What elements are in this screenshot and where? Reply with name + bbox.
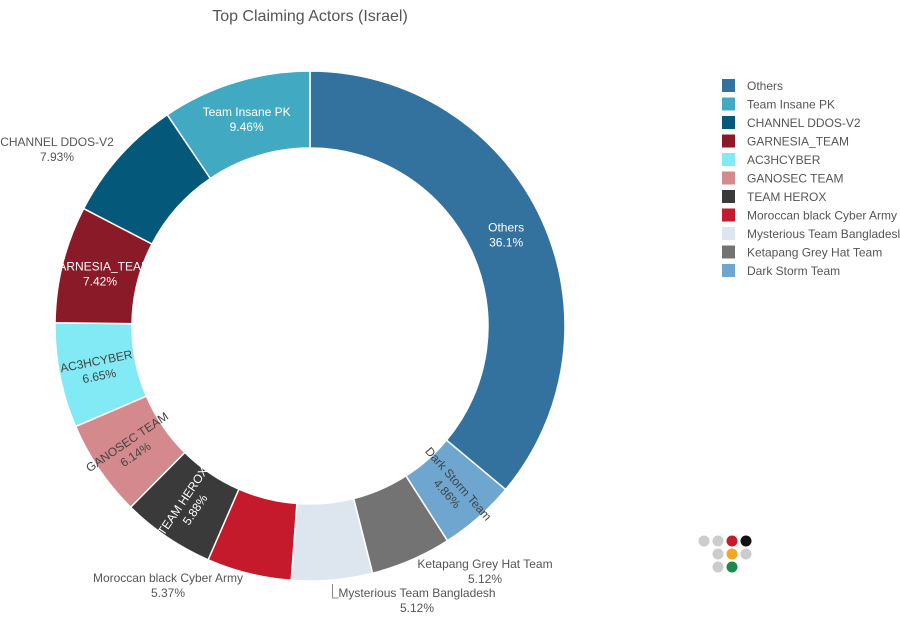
legend-swatch <box>722 190 735 203</box>
legend-label: Team Insane PK <box>747 98 835 112</box>
legend-item-mysterious-team-bangladesh[interactable]: Mysterious Team Bangladesl <box>722 227 900 241</box>
legend-swatch <box>722 116 735 129</box>
legend-swatch <box>722 208 735 222</box>
slice-label-moroccan-black-cyber-army: Moroccan black Cyber Army 5.37% <box>93 571 243 600</box>
legend-label: Ketapang Grey Hat Team <box>747 246 882 260</box>
legend-label: Mysterious Team Bangladesl <box>747 227 900 241</box>
legend-label: Dark Storm Team <box>747 264 840 278</box>
logo-dot <box>726 561 738 573</box>
logo-dot <box>712 561 724 573</box>
legend-swatch <box>722 79 735 92</box>
logo-dot <box>712 535 724 547</box>
slice-team-insane-pk[interactable] <box>166 70 311 180</box>
brand-logo-dots <box>698 535 752 573</box>
slice-label-others: Others 36.1% <box>488 220 524 249</box>
logo-dot <box>726 548 738 560</box>
slice-label-channel-ddos-v2: CHANNEL DDOS-V2 7.93% <box>0 135 114 164</box>
legend-item-team-herox[interactable]: TEAM HEROX <box>722 190 826 204</box>
logo-dot <box>740 548 752 560</box>
legend-label: Moroccan black Cyber Army <box>747 209 897 223</box>
slice-label-mysterious-team-bangladesh: Mysterious Team Bangladesh 5.12% <box>338 586 495 615</box>
legend-swatch <box>722 97 735 111</box>
slices-group <box>54 70 566 582</box>
legend-item-garnesia-team[interactable]: GARNESIA_TEAM <box>722 134 849 149</box>
legend-label: Others <box>747 79 783 93</box>
leader-line <box>331 584 339 599</box>
logo-dot <box>726 535 738 547</box>
legend-swatch <box>722 134 735 148</box>
legend-label: CHANNEL DDOS-V2 <box>747 116 861 130</box>
slice-label-garnesia-team: GARNESIA_TEAM 7.42% <box>49 259 151 288</box>
slice-label-team-insane-pk: Team Insane PK 9.46% <box>203 105 291 134</box>
legend-item-ganosec-team[interactable]: GANOSEC TEAM <box>722 171 843 186</box>
legend-label: GANOSEC TEAM <box>747 172 843 186</box>
legend-swatch <box>722 227 735 240</box>
legend-item-dark-storm-team[interactable]: Dark Storm Team <box>722 264 840 278</box>
legend-swatch <box>722 153 735 166</box>
legend-label: TEAM HEROX <box>747 190 826 204</box>
slice-label-ketapang-grey-hat-team: Ketapang Grey Hat Team 5.12% <box>417 557 552 586</box>
legend-swatch <box>722 171 735 185</box>
legend-item-ketapang-grey-hat-team[interactable]: Ketapang Grey Hat Team <box>722 245 882 260</box>
logo-dot <box>712 548 724 560</box>
legend-item-channel-ddos-v2[interactable]: CHANNEL DDOS-V2 <box>722 116 861 130</box>
legend-item-moroccan-black-cyber-army[interactable]: Moroccan black Cyber Army <box>722 208 897 223</box>
legend-swatch <box>722 264 735 277</box>
legend-label: AC3HCYBER <box>747 153 821 167</box>
legend-item-ac3hcyber[interactable]: AC3HCYBER <box>722 153 821 167</box>
legend-label: GARNESIA_TEAM <box>747 135 849 149</box>
legend: Others Team Insane PK CHANNEL DDOS-V2 GARNE… <box>722 79 900 278</box>
legend-item-team-insane-pk[interactable]: Team Insane PK <box>722 97 835 112</box>
logo-dot <box>740 535 752 547</box>
legend-item-others[interactable]: Others <box>722 79 783 93</box>
chart-title: Top Claiming Actors (Israel) <box>212 8 408 25</box>
legend-swatch <box>722 245 735 259</box>
logo-dot <box>698 535 710 547</box>
slice-others[interactable] <box>309 70 566 491</box>
